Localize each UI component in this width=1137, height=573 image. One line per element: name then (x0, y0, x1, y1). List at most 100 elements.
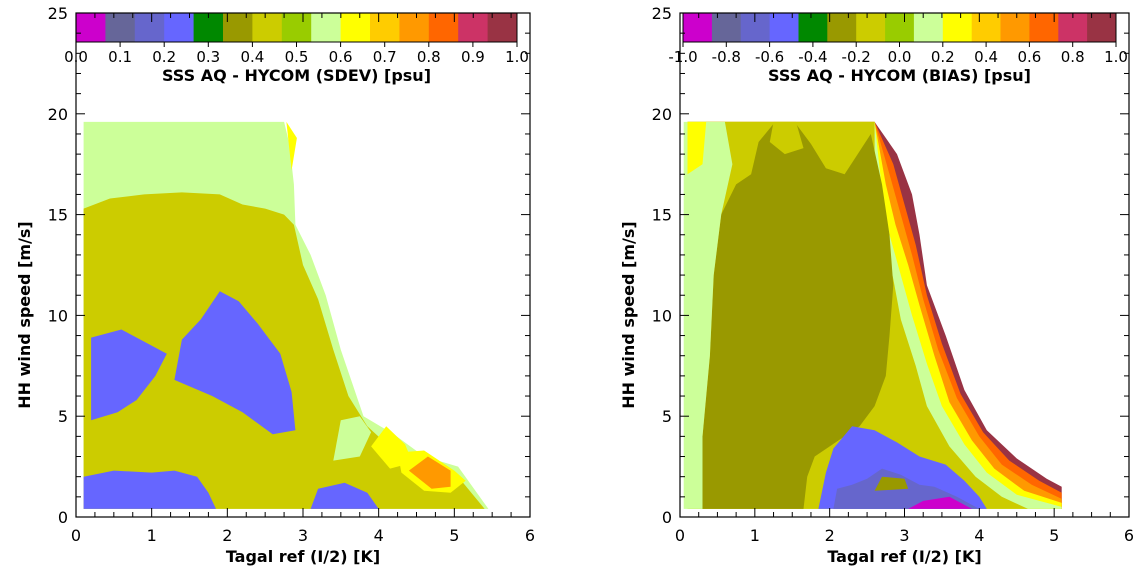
bias-y-axis-label: HH wind speed [m/s] (619, 221, 638, 408)
colorbar-tick-label: 0.6 (329, 48, 353, 66)
colorbar-tick-label: 0.0 (888, 48, 912, 66)
colorbar-tick-label: 0.7 (373, 48, 397, 66)
bias-colorbar (682, 12, 1117, 43)
bias-colorbar-ticks: -1.0 -0.8 -0.6 -0.4 -0.2 0.0 0.2 0.4 0.6 0.8 1.0 (668, 42, 1128, 66)
contour-region-9 (408, 456, 451, 489)
colorbar-cell-11 (399, 13, 430, 42)
y-tick-label: 25 (652, 4, 672, 23)
x-tick-label: 1 (147, 526, 157, 545)
x-tick-label: 4 (974, 526, 984, 545)
colorbar-tick-label: 0.8 (417, 48, 441, 66)
colorbar-tick-label: 0.5 (285, 48, 309, 66)
contour-region-9 (769, 121, 804, 155)
x-tick-label: 6 (1124, 526, 1134, 545)
colorbar-tick-label: -0.2 (842, 48, 871, 66)
colorbar-tick-label: 0.4 (240, 48, 264, 66)
sdev-colorbar (75, 12, 518, 43)
x-tick-label: 1 (750, 526, 760, 545)
x-tick-label: 3 (298, 526, 308, 545)
colorbar-cell-1 (711, 13, 742, 42)
bias-chart-panel: -1.0 -0.8 -0.6 -0.4 -0.2 0.0 0.2 0.4 0.6 0.8 1.0 S… (619, 4, 1134, 566)
contour-region-10 (286, 121, 297, 171)
x-tick-label: 3 (899, 526, 909, 545)
colorbar-tick-label: -0.6 (755, 48, 784, 66)
colorbar-tick-label: -1.0 (668, 48, 697, 66)
y-tick-label: 10 (48, 306, 68, 325)
y-tick-label: 15 (48, 206, 68, 225)
x-tick-label: 2 (222, 526, 232, 545)
colorbar-cell-6 (856, 13, 886, 42)
y-tick-label: 10 (652, 306, 672, 325)
sdev-x-axis-label: Tagal ref (I/2) [K] (226, 547, 380, 566)
y-tick-label: 5 (662, 407, 672, 426)
x-tick-label: 5 (1049, 526, 1059, 545)
contour-region-6 (333, 416, 372, 461)
colorbar-cell-6 (252, 13, 283, 42)
colorbar-cell-8 (913, 13, 944, 42)
bias-x-axis-label: Tagal ref (I/2) [K] (827, 547, 981, 566)
colorbar-cell-10 (971, 13, 1002, 42)
colorbar-cell-4 (798, 13, 828, 42)
colorbar-cell-11 (1000, 13, 1030, 42)
y-tick-label: 15 (652, 206, 672, 225)
colorbar-cell-0 (76, 13, 106, 42)
colorbar-tick-label: 0.2 (931, 48, 955, 66)
sdev-chart-panel: 0.0 0.1 0.2 0.3 0.4 0.5 0.6 0.7 0.8 0.9 1.0 SSS AQ… (15, 4, 535, 566)
colorbar-tick-label: 0.9 (461, 48, 485, 66)
colorbar-cell-12 (428, 13, 459, 42)
bias-axes: 0 1 2 3 4 5 6 0 5 10 15 20 25 (652, 4, 1134, 545)
colorbar-tick-label: -0.4 (798, 48, 827, 66)
colorbar-cell-1 (105, 13, 136, 42)
contour-region-2 (83, 470, 216, 509)
colorbar-cell-2 (740, 13, 771, 42)
colorbar-cell-9 (340, 13, 371, 42)
colorbar-tick-label: 0.6 (1017, 48, 1041, 66)
sdev-contour-regions (83, 121, 489, 509)
contour-region-3 (91, 329, 167, 421)
y-tick-label: 25 (48, 4, 68, 23)
colorbar-tick-label: 0.2 (152, 48, 176, 66)
contour-region-1 (83, 192, 485, 509)
contour-region-12 (874, 476, 909, 491)
contour-region-8 (687, 121, 707, 175)
colorbar-cell-10 (370, 13, 400, 42)
x-tick-label: 0 (71, 526, 81, 545)
colorbar-tick-label: 0.3 (196, 48, 220, 66)
sdev-y-axis-label: HH wind speed [m/s] (15, 221, 34, 408)
sdev-colorbar-title: SSS AQ - HYCOM (SDEV) [psu] (162, 66, 431, 85)
y-tick-label: 20 (652, 105, 672, 124)
x-tick-label: 0 (675, 526, 685, 545)
contour-region-5 (310, 482, 379, 509)
colorbar-cell-5 (223, 13, 253, 42)
colorbar-cell-2 (134, 13, 165, 42)
x-tick-label: 2 (825, 526, 835, 545)
y-tick-label: 0 (58, 508, 68, 527)
colorbar-cell-8 (311, 13, 342, 42)
colorbar-tick-label: 1.0 (505, 48, 529, 66)
sdev-axes: 0 1 2 3 4 5 6 0 5 10 15 20 25 (48, 4, 535, 545)
contour-region-13 (908, 496, 972, 509)
contour-region-4 (174, 291, 296, 435)
colorbar-cell-9 (942, 13, 973, 42)
colorbar-tick-label: 0.4 (974, 48, 998, 66)
colorbar-tick-label: 0.1 (108, 48, 132, 66)
colorbar-cell-5 (827, 13, 857, 42)
colorbar-tick-label: 1.0 (1104, 48, 1128, 66)
contour-region-7 (683, 121, 733, 509)
x-tick-label: 5 (449, 526, 459, 545)
colorbar-cell-3 (769, 13, 799, 42)
y-tick-label: 20 (48, 105, 68, 124)
colorbar-tick-label: -0.8 (712, 48, 741, 66)
contour-region-6 (702, 123, 894, 509)
y-tick-label: 0 (662, 508, 672, 527)
colorbar-tick-label: 0.8 (1061, 48, 1085, 66)
colorbar-cell-7 (281, 13, 312, 42)
bias-colorbar-title: SSS AQ - HYCOM (BIAS) [psu] (768, 66, 1031, 85)
y-tick-label: 5 (58, 407, 68, 426)
sdev-colorbar-ticks: 0.0 0.1 0.2 0.3 0.4 0.5 0.6 0.7 0.8 0.9 1.0 (64, 42, 529, 66)
colorbar-cell-7 (885, 13, 915, 42)
bias-contour-regions (683, 121, 1062, 509)
x-tick-label: 4 (374, 526, 384, 545)
x-tick-label: 6 (525, 526, 535, 545)
